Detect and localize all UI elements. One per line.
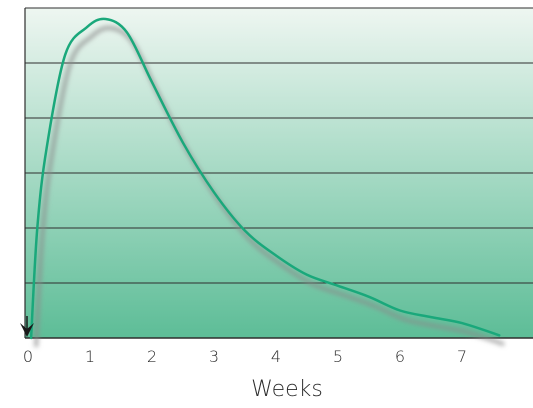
down-arrow-head bbox=[20, 323, 34, 337]
x-tick-label: 1 bbox=[85, 347, 95, 366]
x-tick-label: 3 bbox=[209, 347, 219, 366]
series-line bbox=[29, 17, 501, 340]
gridlines bbox=[24, 7, 533, 339]
x-tick-label: 0 bbox=[23, 347, 33, 366]
x-tick-labels: 0 1 2 3 4 5 6 7 bbox=[23, 347, 467, 366]
x-tick-label: 6 bbox=[395, 347, 405, 366]
x-tick-label: 2 bbox=[147, 347, 157, 366]
x-tick-label: 4 bbox=[271, 347, 281, 366]
x-tick-label: 5 bbox=[333, 347, 343, 366]
x-axis-title: Weeks bbox=[251, 377, 323, 402]
down-arrow-icon bbox=[20, 316, 34, 337]
x-tick-label: 7 bbox=[457, 347, 467, 366]
